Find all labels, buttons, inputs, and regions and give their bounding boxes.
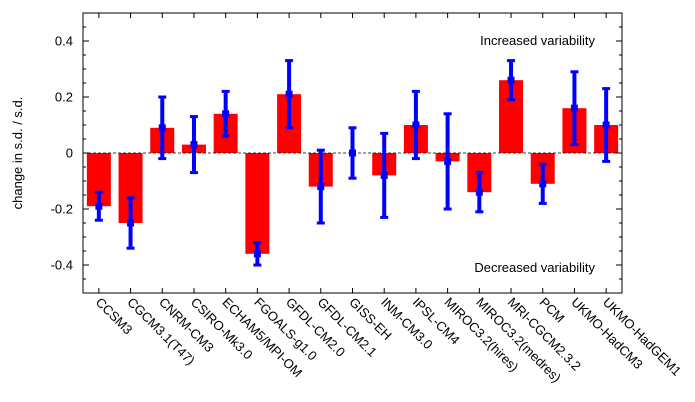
error-bar-6 [285,59,294,130]
error-bar-12 [475,171,484,214]
error-bars-group [94,59,611,267]
error-bar-16 [602,87,611,163]
error-center-12 [475,188,483,196]
error-center-5 [253,250,261,258]
error-center-7 [317,183,325,191]
error-bar-14 [538,162,547,205]
error-bar-7 [316,148,325,225]
error-bar-1 [126,196,135,250]
annotations-group: Increased variability Decreased variabil… [474,33,595,275]
error-center-0 [95,202,103,210]
y-tick-label-2: 0 [66,146,73,161]
error-center-16 [602,121,610,129]
y-tick-label-1: -0.2 [51,202,73,217]
bar-5 [245,153,270,254]
y-tick-label-3: 0.2 [55,90,73,105]
error-center-13 [507,76,515,84]
error-center-14 [539,180,547,188]
error-bar-3 [189,115,198,175]
error-center-1 [127,219,135,227]
annotation-decreased: Decreased variability [474,260,595,275]
error-bar-8 [348,126,357,180]
error-bar-15 [570,70,579,147]
error-center-15 [570,104,578,112]
error-center-10 [412,121,420,129]
error-center-3 [190,141,198,149]
error-center-11 [444,157,452,165]
error-bar-5 [253,241,262,267]
error-bar-10 [411,89,420,161]
error-center-9 [380,171,388,179]
y-ticks-group: -0.4 -0.2 0 0.2 0.4 [51,12,622,294]
error-bar-9 [380,131,389,219]
y-axis-label: change in s.d. / s.d. [10,97,25,210]
error-bar-13 [507,59,516,102]
error-center-4 [222,110,230,118]
error-center-8 [349,149,356,157]
error-bar-4 [221,89,230,138]
y-tick-label-0: -0.4 [51,258,73,273]
error-bar-11 [443,112,452,211]
y-tick-label-4: 0.4 [55,34,73,49]
annotation-increased: Increased variability [480,33,595,48]
error-bar-2 [158,95,167,161]
error-center-2 [158,124,166,132]
error-bar-0 [94,190,103,222]
x-tick-labels-group: CCSM3CGCM3.1(T47)CNRM-CM3CSIRO-Mk3.0ECHA… [93,295,684,386]
error-center-6 [285,90,293,98]
